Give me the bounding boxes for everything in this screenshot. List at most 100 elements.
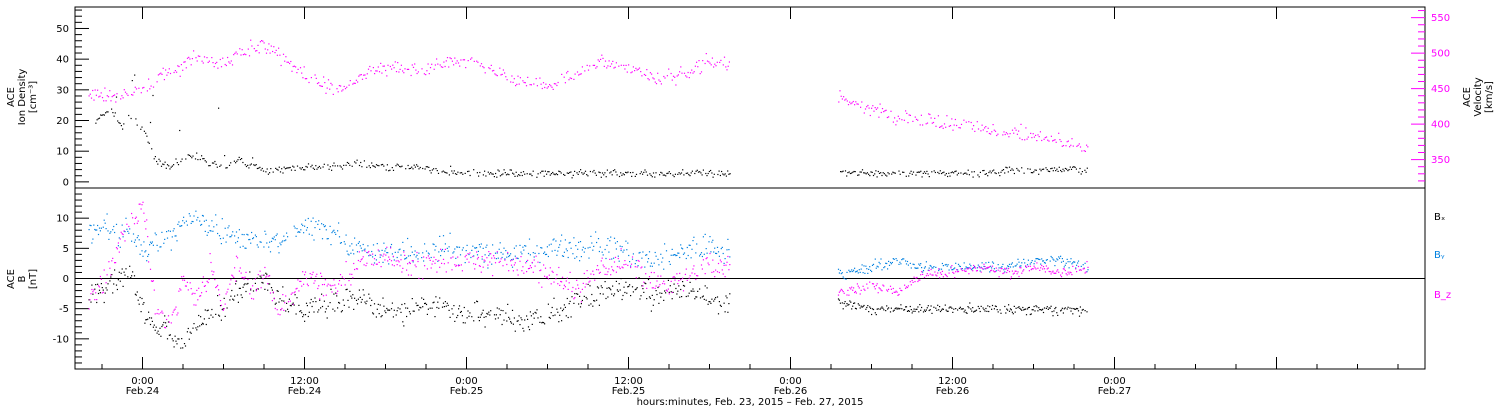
data-point	[535, 312, 537, 314]
data-point	[921, 176, 923, 178]
data-point	[592, 270, 594, 272]
data-point	[142, 303, 144, 305]
data-point	[228, 164, 231, 166]
data-point	[471, 249, 473, 251]
data-point	[669, 263, 671, 265]
data-point	[505, 76, 507, 78]
data-point	[728, 269, 730, 271]
data-point	[524, 245, 526, 247]
data-point	[414, 250, 416, 252]
data-point	[895, 290, 897, 292]
data-point	[455, 265, 457, 267]
data-point	[838, 291, 840, 293]
data-point	[508, 255, 510, 258]
data-point	[436, 170, 438, 172]
data-point	[517, 257, 519, 260]
data-point	[273, 236, 275, 238]
data-point	[1018, 306, 1020, 308]
data-point	[586, 64, 588, 66]
data-point	[1059, 257, 1061, 259]
data-point	[922, 124, 924, 126]
data-point	[670, 254, 672, 256]
data-point	[871, 264, 874, 266]
data-point	[620, 64, 622, 66]
data-point	[409, 262, 411, 265]
data-point	[390, 246, 392, 248]
data-point	[990, 265, 992, 267]
data-point	[311, 273, 313, 276]
data-point	[705, 258, 707, 260]
data-point	[336, 295, 338, 297]
data-point	[906, 310, 909, 312]
data-point	[323, 76, 325, 78]
data-point	[1083, 268, 1085, 270]
data-point	[111, 96, 113, 98]
data-point	[285, 295, 287, 297]
data-point	[1007, 269, 1009, 271]
data-point	[617, 255, 619, 257]
data-point	[728, 303, 730, 305]
data-point	[372, 313, 375, 315]
data-point	[564, 82, 566, 84]
data-point	[581, 299, 583, 302]
data-point	[676, 293, 678, 295]
data-point	[239, 287, 241, 289]
data-point	[306, 305, 308, 307]
data-point	[258, 52, 260, 54]
data-point	[488, 67, 490, 69]
data-point	[914, 281, 916, 283]
data-point	[946, 275, 948, 278]
data-point	[317, 223, 319, 225]
data-point	[353, 253, 355, 255]
data-point	[352, 249, 354, 251]
data-point	[360, 161, 362, 164]
data-point	[536, 309, 538, 311]
data-point	[1040, 309, 1042, 311]
data-point	[452, 252, 454, 254]
data-point	[134, 293, 136, 295]
data-point	[461, 270, 463, 272]
data-point	[669, 285, 671, 287]
data-point	[161, 73, 163, 75]
data-point	[596, 286, 599, 288]
data-point	[982, 129, 984, 131]
data-point	[1035, 169, 1037, 171]
data-point	[304, 320, 306, 322]
data-point	[92, 291, 94, 293]
data-point	[1055, 272, 1057, 274]
data-point	[350, 284, 352, 286]
data-point	[268, 43, 270, 45]
data-point	[212, 62, 214, 64]
data-point	[287, 301, 290, 303]
data-point	[281, 241, 283, 243]
data-point	[909, 305, 911, 308]
data-point	[502, 69, 504, 71]
data-point	[932, 267, 934, 269]
data-point	[237, 237, 239, 239]
data-point	[516, 257, 518, 259]
data-point	[366, 73, 368, 75]
data-point	[350, 295, 352, 297]
data-point	[711, 57, 713, 59]
data-point	[97, 89, 99, 91]
data-point	[579, 306, 582, 308]
data-point	[240, 294, 242, 296]
data-point	[170, 249, 172, 251]
data-point	[303, 232, 305, 234]
data-point	[686, 76, 688, 78]
data-point	[378, 313, 380, 315]
data-point	[409, 313, 411, 315]
data-point	[557, 283, 559, 285]
data-point	[432, 302, 434, 304]
data-point	[511, 266, 514, 268]
data-point	[140, 244, 142, 246]
data-point	[1086, 311, 1088, 313]
data-point	[122, 97, 124, 99]
data-point	[720, 59, 722, 61]
data-point	[690, 290, 692, 292]
data-point	[696, 61, 698, 63]
data-point	[180, 289, 182, 291]
data-point	[450, 257, 452, 259]
data-point	[157, 250, 159, 252]
data-point	[676, 75, 678, 77]
